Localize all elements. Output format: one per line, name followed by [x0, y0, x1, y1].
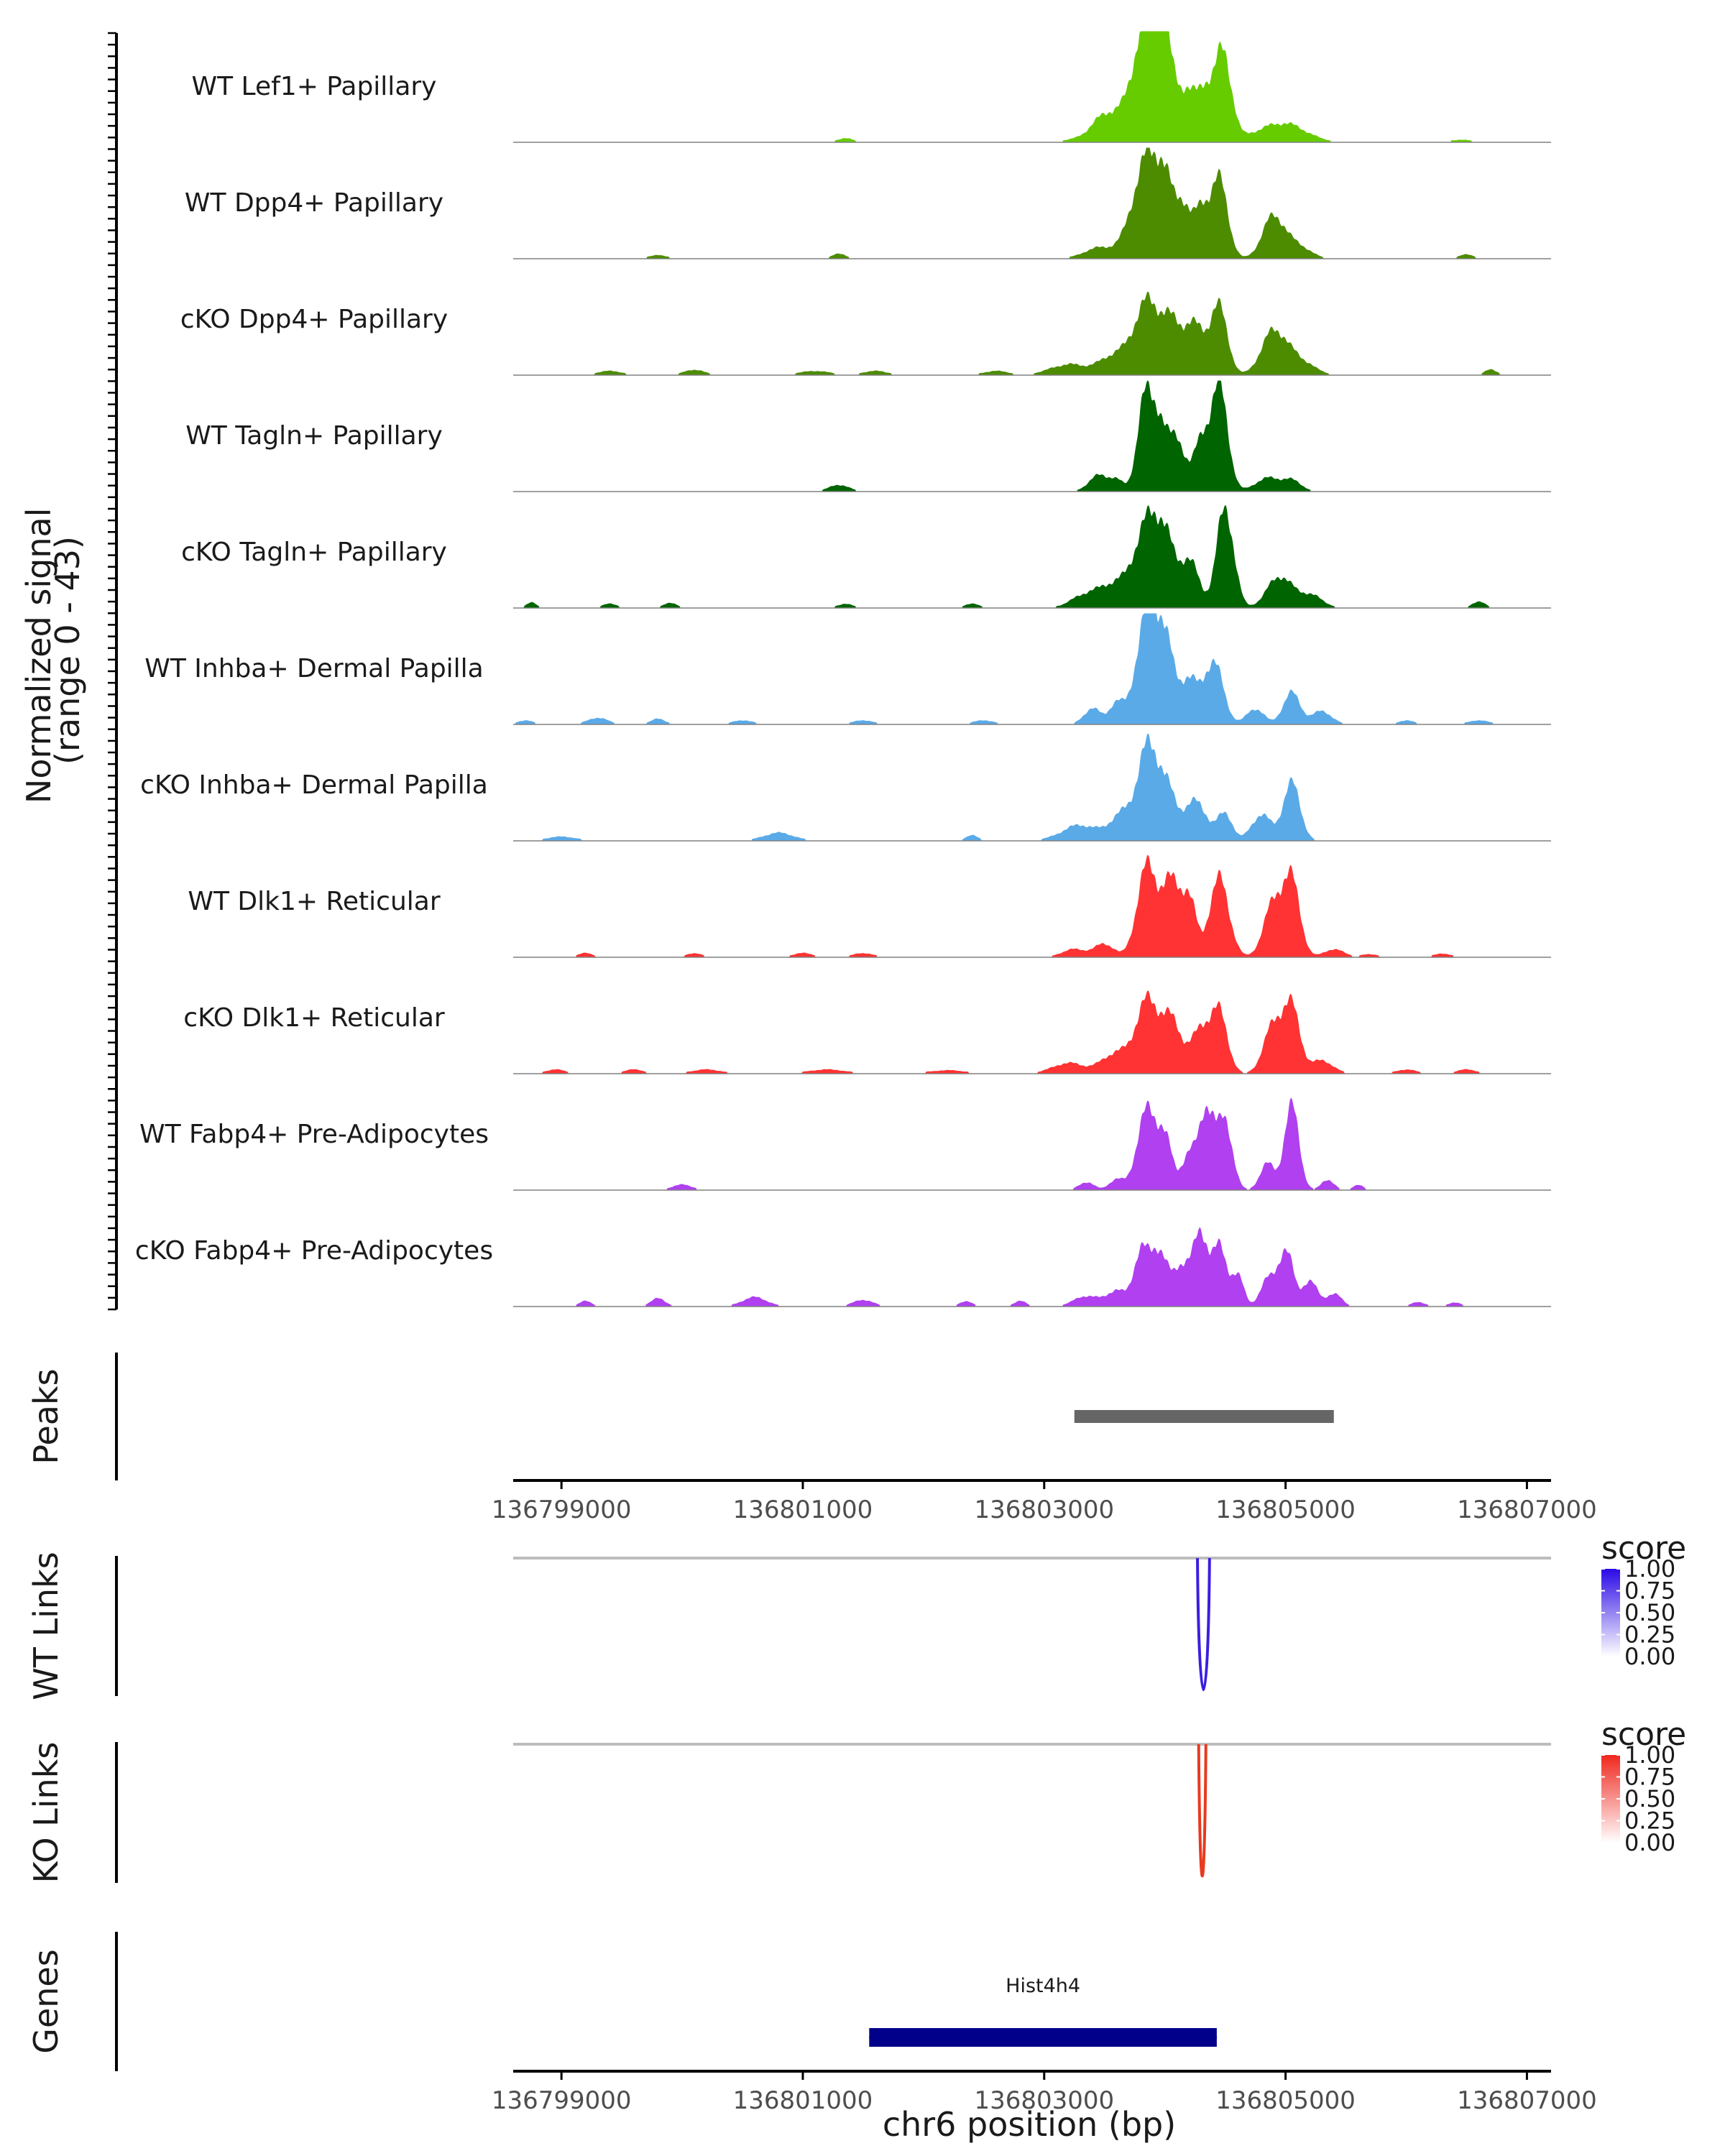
coverage-area-wt-lef1-papillary — [513, 31, 1551, 143]
legend-tick-label: 0.00 — [1624, 1643, 1675, 1670]
x-axis-title: chr6 position (bp) — [883, 2105, 1176, 2144]
links-track-title-wt-links: WT Links — [27, 1552, 65, 1700]
coverage-track-label-wt-lef1-papillary: WT Lef1+ Papillary — [192, 72, 437, 101]
peaks-panel: Peaks 136799000 136801000 136803000 13680500… — [27, 1353, 1597, 1524]
peaks-x-axis-tick-label: 136803000 — [974, 1496, 1114, 1524]
coverage-area-cko-inhba-dermal-papilla — [513, 734, 1551, 842]
coverage-area-wt-dlk1-reticular — [513, 854, 1551, 958]
link-arc-wt-links — [1196, 1557, 1211, 1691]
genes-x-axis-tick-label: 136801000 — [733, 2086, 873, 2115]
legend-tick-label: 0.25 — [1624, 1621, 1675, 1649]
legend-tick-label: 0.25 — [1624, 1807, 1675, 1835]
legend-tick-label: 1.00 — [1624, 1741, 1675, 1769]
coverage-track-label-wt-dlk1-reticular: WT Dlk1+ Reticular — [188, 887, 440, 916]
coverage-track-label-wt-dpp4-papillary: WT Dpp4+ Papillary — [185, 188, 443, 218]
legend-title-wt-links: score — [1601, 1530, 1686, 1567]
peaks-x-axis-tick-label: 136799000 — [492, 1496, 632, 1524]
peaks-track-title: Peaks — [27, 1368, 65, 1464]
genes-panel: Genes Hist4h4 136799000 136801000 136803000 1… — [27, 1932, 1597, 2115]
links-track-title-ko-links: KO Links — [27, 1742, 65, 1884]
coverage-area-wt-tagln-papillary — [513, 380, 1551, 492]
coverage-track-label-cko-fabp4-pre-adipocytes: cKO Fabp4+ Pre-Adipocytes — [135, 1236, 493, 1266]
link-arc-ko-links — [1197, 1743, 1208, 1877]
coverage-track-label-cko-inhba-dermal-papilla: cKO Inhba+ Dermal Papilla — [140, 770, 488, 800]
legend-title-ko-links: score — [1601, 1716, 1686, 1753]
genes-x-axis-tick-label: 136805000 — [1215, 2086, 1356, 2115]
coverage-track-label-wt-inhba-dermal-papilla: WT Inhba+ Dermal Papilla — [144, 654, 483, 683]
genes-x-axis-tick-label: 136803000 — [974, 2086, 1114, 2115]
coverage-area-cko-dlk1-reticular — [513, 990, 1551, 1074]
coverage-track-label-cko-dlk1-reticular: cKO Dlk1+ Reticular — [183, 1003, 445, 1033]
gene-label-hist4h4: Hist4h4 — [1006, 1975, 1080, 1997]
peaks-x-axis-tick-label: 136801000 — [733, 1496, 873, 1524]
coverage-area-cko-tagln-papillary — [513, 505, 1551, 609]
coverage-panel: WT Lef1+ Papillary WT Dpp4+ Papillary cKO … — [108, 31, 1551, 1311]
coverage-track-label-wt-fabp4-pre-adipocytes: WT Fabp4+ Pre-Adipocytes — [139, 1120, 489, 1149]
coverage-track-label-cko-dpp4-papillary: cKO Dpp4+ Papillary — [180, 305, 448, 334]
legend-tick-label: 0.00 — [1624, 1829, 1675, 1856]
coverage-area-wt-inhba-dermal-papilla — [513, 613, 1551, 725]
peaks-x-axis-tick-label: 136805000 — [1215, 1496, 1356, 1524]
coverage-y-axis-title: Normalized signal (range 0 - 43) — [19, 497, 87, 803]
legend-tick-label: 0.75 — [1624, 1764, 1675, 1791]
genes-x-axis-tick-label: 136807000 — [1457, 2086, 1597, 2115]
peaks-x-axis-tick-label: 136807000 — [1457, 1496, 1597, 1524]
genes-track-title: Genes — [27, 1949, 65, 2053]
legend-tick-label: 0.50 — [1624, 1599, 1675, 1626]
coverage-area-wt-dpp4-papillary — [513, 147, 1551, 259]
coverage-area-wt-fabp4-pre-adipocytes — [513, 1097, 1551, 1191]
coverage-y-axis-title-line2: (range 0 - 43) — [48, 536, 87, 765]
legend-tick-label: 0.50 — [1624, 1785, 1675, 1812]
coverage-area-cko-fabp4-pre-adipocytes — [513, 1227, 1551, 1307]
peak-interval — [1074, 1410, 1334, 1423]
coverage-track-label-cko-tagln-papillary: cKO Tagln+ Papillary — [181, 538, 447, 567]
coverage-area-cko-dpp4-papillary — [513, 291, 1551, 376]
coverage-y-axis-title-line1: Normalized signal — [19, 508, 58, 804]
coverage-track-label-wt-tagln-papillary: WT Tagln+ Papillary — [185, 421, 443, 451]
genes-x-axis-tick-label: 136799000 — [492, 2086, 632, 2115]
legend-tick-label: 0.75 — [1624, 1577, 1675, 1605]
legend-tick-label: 1.00 — [1624, 1555, 1675, 1583]
